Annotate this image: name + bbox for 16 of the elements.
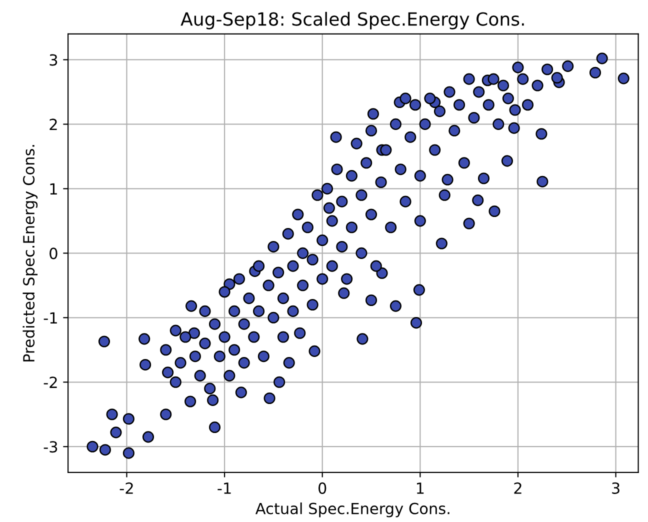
y-tick-label: -1 — [44, 312, 57, 324]
chart-title: Aug-Sep18: Scaled Spec.Energy Cons. — [180, 12, 524, 30]
x-axis-title: Actual Spec.Energy Cons. — [255, 502, 450, 518]
x-tick-label: -2 — [120, 482, 133, 494]
y-tick-label: 2 — [50, 118, 57, 130]
x-tick-label: -1 — [218, 482, 231, 494]
x-tick-label: 0 — [318, 482, 326, 494]
y-tick-label: -3 — [44, 441, 58, 453]
x-tick-label: 1 — [416, 482, 424, 494]
y-axis-title: Predicted Spec.Energy Cons. — [22, 145, 38, 362]
y-tick-label: -2 — [44, 376, 57, 388]
x-tick-label: 3 — [612, 482, 620, 494]
y-tick-label: 3 — [50, 54, 58, 66]
y-tick-label: 0 — [50, 248, 58, 260]
x-tick-label: 2 — [514, 482, 522, 494]
y-tick-label: 1 — [50, 183, 57, 194]
